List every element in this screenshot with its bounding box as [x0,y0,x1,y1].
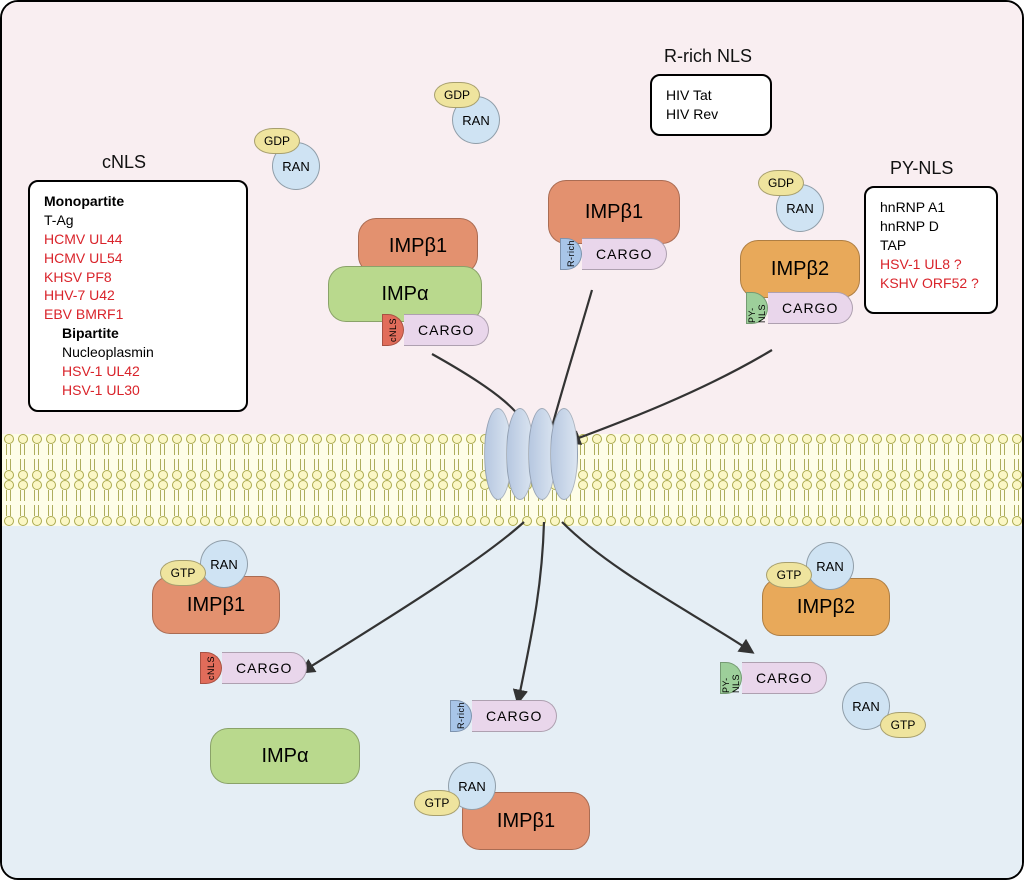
ran-nuc-a: RAN [200,540,248,588]
gtp-nuc-d: GTP [880,712,926,738]
diagram-canvas: CYTOSOL NUCLEUS cNLS R-rich NLS PY-NLS M… [0,0,1024,880]
ran-nuc-c: RAN [806,542,854,590]
nuclear-pore [490,408,578,500]
impb2-cyto: IMPβ2 [740,240,860,298]
cargo-cnls-cyto: cNLSCARGO [382,314,489,346]
cargo-pynls-cyto: PY-NLSCARGO [746,292,853,324]
cargo-rrich-cyto: R-richCARGO [560,238,667,270]
impa-nuc: IMPα [210,728,360,784]
gdp-cyto_gdpran_2: GDP [434,82,480,108]
gtp-nuc-c: GTP [766,562,812,588]
gdp-cyto_gdpran_3: GDP [758,170,804,196]
cargo-rrich-nuc: R-richCARGO [450,700,557,732]
impb1-cyto-b: IMPβ1 [548,180,680,244]
cargo-cnls-nuc: cNLSCARGO [200,652,307,684]
gtp-nuc-a: GTP [160,560,206,586]
gdp-cyto_gdpran_1: GDP [254,128,300,154]
gtp-nuc-b: GTP [414,790,460,816]
cargo-pynls-nuc: PY-NLSCARGO [720,662,827,694]
